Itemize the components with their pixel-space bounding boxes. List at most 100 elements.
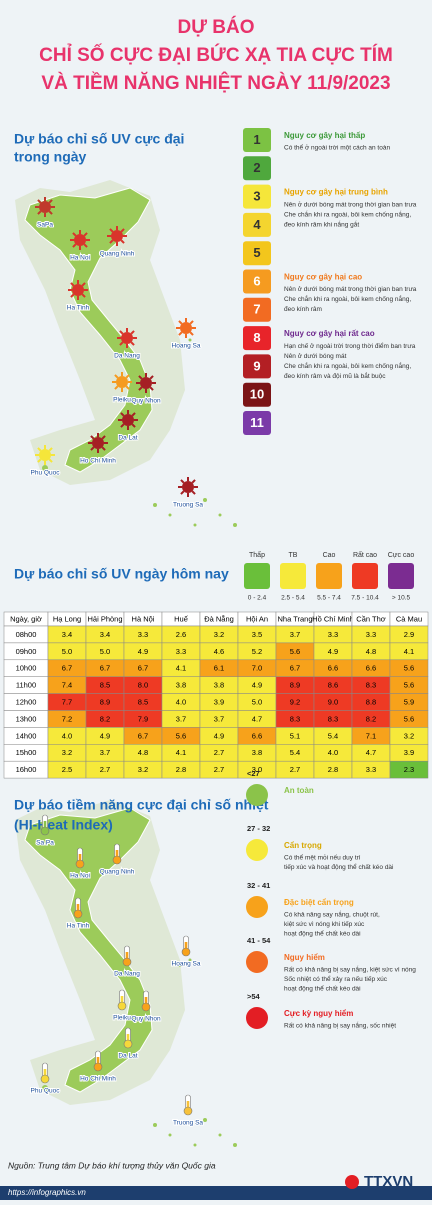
scale-value: 1	[253, 132, 260, 147]
scale-value: 7	[253, 302, 260, 317]
thermo-level	[115, 850, 119, 858]
cell-text: 6.7	[138, 664, 148, 673]
thermo-bulb	[141, 1002, 151, 1012]
scale-box	[243, 354, 271, 379]
thermo-level	[144, 997, 148, 1005]
city-label: Ho Chi Minh	[80, 1076, 116, 1083]
heat-range: <27	[247, 769, 260, 778]
group-title: Nguy cơ gây hại thấp	[284, 131, 365, 140]
scale-box	[243, 382, 271, 407]
cell-text: 8.5	[138, 697, 148, 706]
sun-ray	[81, 282, 86, 287]
thermo-level	[96, 1057, 100, 1065]
cell-text: 4.1	[404, 647, 414, 656]
sun-ray	[120, 423, 125, 428]
cell-text: 2.7	[214, 765, 224, 774]
thermometer	[40, 1062, 50, 1084]
sun-ray	[120, 239, 125, 244]
header-text: Nha Trang	[277, 614, 312, 623]
sun-icon	[117, 328, 137, 348]
thermometer	[40, 814, 50, 836]
scale-box	[243, 326, 271, 351]
sun-ray	[48, 447, 53, 452]
sun-ray	[119, 330, 124, 335]
city-label: Ha Tinh	[67, 305, 90, 312]
city-label: Da Nang	[114, 971, 140, 978]
thermometer	[93, 1050, 103, 1072]
city-label: Quang Ninh	[100, 251, 135, 258]
cell-text: 8.3	[290, 714, 300, 723]
table-cell	[389, 760, 429, 779]
cell-text: 5.4	[328, 731, 338, 740]
cell-text: 3.0	[252, 765, 262, 774]
thermometer	[117, 989, 127, 1011]
header-text: Cần Thơ	[356, 614, 385, 623]
sun	[122, 414, 134, 426]
cell-text: 3.2	[404, 731, 414, 740]
sun-ray	[120, 228, 125, 233]
scale-box	[243, 128, 271, 152]
group-line: Nên ở dưới bóng mát trong thời gian ban …	[284, 285, 417, 293]
brand: TTXVN	[364, 1173, 413, 1190]
heat-line: hoạt động thể chất kéo dài	[284, 984, 361, 993]
level-range: > 10.5	[392, 595, 411, 602]
cell-text: 11h00	[16, 681, 36, 690]
thermo-level	[120, 996, 124, 1004]
heat-range: 41 - 54	[247, 936, 271, 945]
thermo-level	[43, 821, 47, 829]
scale-value: 11	[250, 415, 264, 430]
cell-text: 5.6	[176, 731, 186, 740]
cell-text: 5.0	[252, 697, 262, 706]
sun-ray	[70, 282, 75, 287]
section-title: (HI-Heat Index)	[14, 817, 113, 833]
cell-text: 8.9	[290, 681, 300, 690]
cell-text: 4.8	[138, 748, 148, 757]
city-label: Truong Sa	[173, 1120, 203, 1127]
cell-text: 2.8	[328, 765, 338, 774]
cell-text: 14h00	[16, 731, 37, 740]
sun-ray	[72, 243, 77, 248]
heat-range: 27 - 32	[247, 824, 270, 833]
level-label: Cao	[323, 552, 336, 559]
sun-icon	[107, 226, 127, 246]
sun-ray	[131, 423, 136, 428]
thermometer	[123, 1027, 133, 1049]
cell-text: 6.6	[328, 664, 338, 673]
cell-text: 3.2	[138, 765, 148, 774]
group-line: Che chắn khi ra ngoài, bôi kem chống nắn…	[284, 209, 411, 218]
cell-text: 3.2	[62, 748, 72, 757]
cell-text: 08h00	[16, 630, 37, 639]
sun	[74, 234, 86, 246]
city-label: Phu Quoc	[31, 470, 61, 477]
cell-text: 7.0	[252, 664, 262, 673]
thermo-bulb	[40, 1074, 50, 1084]
sun-ray	[138, 386, 143, 391]
cell-text: 4.7	[252, 714, 262, 723]
sun	[182, 481, 194, 493]
thermometer	[112, 843, 122, 865]
scale-value: 3	[253, 189, 260, 204]
thermometer	[75, 847, 85, 869]
header-text: Ngày, giờ	[10, 614, 42, 623]
cell-text: 6.6	[252, 731, 262, 740]
scale-box	[243, 269, 271, 294]
thermo-bulb	[73, 909, 83, 919]
group-line: đeo kính râm và đội mũ là bắt buộc	[284, 371, 386, 380]
sun-ray	[189, 331, 194, 336]
city-label: Ha Tinh	[67, 923, 90, 930]
cell-text: 3.7	[176, 714, 186, 723]
group-title: Nguy cơ gây hại rất cao	[284, 329, 375, 338]
city-label: Hoang Sa	[172, 961, 201, 968]
cell-text: 4.9	[100, 731, 110, 740]
source: Nguồn: Trung tâm Dự báo khí tượng thủy v…	[8, 1160, 216, 1170]
cell-text: 5.9	[404, 697, 414, 706]
sun-ray	[37, 199, 42, 204]
cell-text: 8.2	[366, 714, 376, 723]
thermo-level	[184, 942, 188, 950]
city-label: Ho Chi Minh	[80, 458, 116, 465]
scale-value: 10	[250, 387, 264, 402]
group-line: Có thể ở ngoài trời một cách an toàn	[284, 144, 390, 152]
cell-text: 3.7	[100, 748, 110, 757]
cell-text: 9.2	[290, 697, 300, 706]
cell-text: 5.2	[252, 647, 262, 656]
